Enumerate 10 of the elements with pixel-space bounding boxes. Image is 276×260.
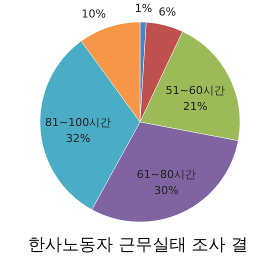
slice-label: 51~60시간 [166,84,225,97]
data-label: 30% [154,184,179,198]
text: 한사노동자 근무실태 조사 결 [28,235,248,255]
data-label: 21% [183,100,208,113]
slice-label: 61~80시간 [136,168,196,182]
data-label: 32% [66,132,90,145]
data-label: 6% [158,5,176,18]
data-label: 1% [134,2,152,16]
data-label: 10% [82,7,106,20]
slice-label: 81~100시간 [45,116,112,129]
